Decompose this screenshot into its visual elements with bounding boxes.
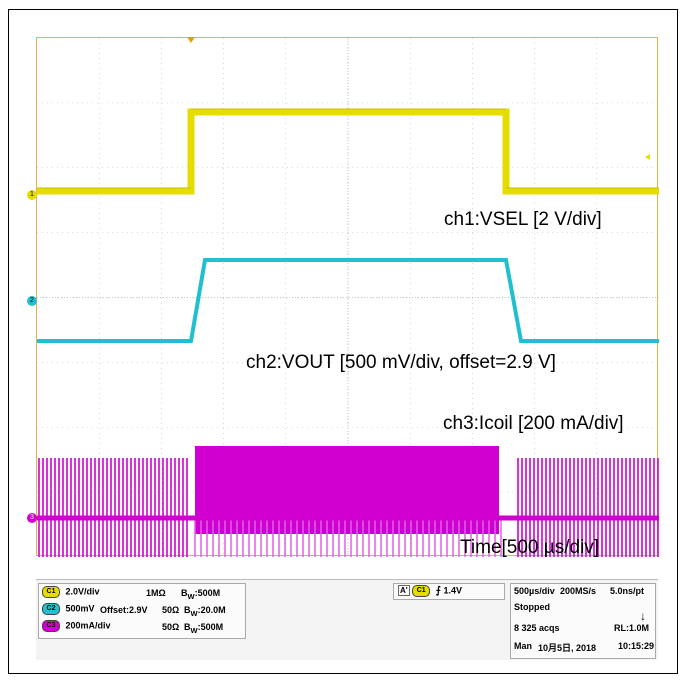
trigger-edge-icon: ⨍: [435, 585, 441, 597]
ch1-bandwidth: BW:500M: [181, 588, 220, 601]
ch1-scale: 2.0V/div: [65, 586, 100, 597]
ch3-settings-row[interactable]: C3 200mA/div: [42, 620, 111, 632]
ch2-impedance: 50Ω: [162, 605, 180, 615]
ch3-waveform-lower: [194, 518, 502, 557]
ch3-bw-prefix: B: [184, 622, 191, 632]
ch2-chip: C2: [42, 603, 60, 615]
acquisition-panel: [510, 583, 656, 659]
timebase: 500µs/div: [514, 586, 555, 596]
ch3-scale: 200mA/div: [65, 620, 111, 631]
ch3-annotation: ch3:Icoil [200 mA/div]: [443, 413, 624, 434]
ch3-marker[interactable]: 3: [27, 513, 37, 523]
ch2-settings-row[interactable]: C2 500mV: [42, 603, 95, 615]
ch2-marker[interactable]: 2: [27, 296, 37, 306]
ch2-annotation: ch2:VOUT [500 mV/div, offset=2.9 V]: [246, 352, 556, 373]
acquisition-mode: Man: [514, 641, 532, 651]
ch1-bw-sub: W: [187, 591, 195, 601]
ch1-annotation: ch1:VSEL [2 V/div]: [444, 209, 602, 230]
ch3-impedance: 50Ω: [162, 622, 180, 632]
ch2-bw-prefix: B: [184, 605, 191, 615]
acquisition-time: 10:15:29: [618, 641, 655, 651]
trigger-level: 1.4V: [443, 585, 462, 596]
waveform-svg: [37, 38, 659, 557]
scope-info-bar: C1 2.0V/div 1MΩ BW:500M C2 500mV Offset:…: [36, 579, 658, 660]
time-annotation: Time[500 µs/div]: [460, 537, 600, 558]
trigger-mode: A': [398, 585, 410, 597]
ch2-bandwidth: BW:20.0M: [184, 605, 226, 618]
sample-rate: 200MS/s: [560, 586, 597, 596]
trigger-source-chip: C1: [412, 585, 431, 597]
ch1-waveform: [37, 108, 659, 195]
ch3-bw-sub: W: [190, 625, 198, 635]
trigger-marker-icon[interactable]: [187, 37, 195, 43]
ch1-settings-row[interactable]: C1 2.0V/div: [42, 586, 100, 598]
acquisition-state[interactable]: Stopped: [514, 602, 550, 612]
trigger-level-icon[interactable]: [645, 154, 650, 160]
ch1-bw-value: :500M: [194, 588, 221, 598]
ch1-chip: C1: [42, 586, 60, 598]
channel-settings-panel: [38, 583, 246, 639]
trigger-settings: A' C1 ⨍ 1.4V: [398, 585, 462, 597]
ch2-offset: Offset:2.9V: [100, 605, 148, 615]
single-arrow-icon: ↓: [640, 609, 646, 623]
per-point: 5.0ns/pt: [610, 586, 645, 596]
ch3-chip: C3: [42, 620, 60, 632]
ch3-waveform-post: [517, 458, 659, 557]
ch1-impedance: 1MΩ: [146, 588, 166, 598]
ch3-waveform-pre: [38, 458, 188, 557]
ch2-scale: 500mV: [65, 603, 95, 614]
acquisition-date: 10月5日, 2018: [538, 643, 597, 653]
ch2-bw-sub: W: [190, 608, 198, 618]
acquisition-count: 8 325 acqs: [514, 623, 560, 633]
ch3-bw-value: :500M: [197, 622, 224, 632]
ch3-bandwidth: BW:500M: [184, 622, 223, 635]
ch2-waveform: [37, 258, 659, 343]
ch1-marker[interactable]: 1: [27, 190, 37, 200]
record-length: RL:1.0M: [614, 623, 650, 633]
ch1-bw-prefix: B: [181, 588, 188, 598]
ch1-waveform-noise: [37, 108, 659, 189]
ch2-bw-value: :20.0M: [197, 605, 226, 615]
waveform-plot: [36, 37, 659, 557]
